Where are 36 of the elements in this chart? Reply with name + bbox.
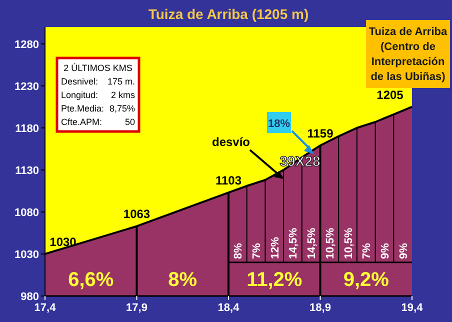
chart-title: Tuiza de Arriba (1205 m) xyxy=(148,6,309,22)
annotation: 7% xyxy=(361,242,374,260)
x-tick-label: 18,9 xyxy=(310,302,331,314)
annotation: 10,5% xyxy=(324,228,336,260)
y-tick-label: 1230 xyxy=(14,80,39,93)
y-tick-label: 1030 xyxy=(14,248,39,261)
annotation: 14,5% xyxy=(306,228,318,260)
annotation: 8% xyxy=(168,269,198,292)
annotation: 9% xyxy=(398,242,410,260)
annotation: 9% xyxy=(379,242,392,260)
y-tick-label: 1180 xyxy=(15,122,39,135)
data-label: 1030 xyxy=(50,234,77,249)
annotation: 7% xyxy=(251,242,264,260)
annotation: 6,6% xyxy=(68,269,114,292)
annotation: desvío xyxy=(212,135,250,149)
y-tick-label: 980 xyxy=(20,291,39,303)
annotation: 14,5% xyxy=(288,228,300,260)
annotation: 12% xyxy=(269,236,282,260)
y-tick-label: 1280 xyxy=(14,38,39,51)
x-tick-label: 17,4 xyxy=(34,302,57,314)
text: 2 ÚLTIMOS KMS Desnivel: 175 m. Longitud: 2 kms Pte.Media: 8,75% Cfte.APM: 50 xyxy=(61,63,135,127)
annotation: 10,5% xyxy=(342,228,355,260)
data-label: 1103 xyxy=(215,174,242,188)
annotation: 18% xyxy=(268,118,290,130)
annotation: 11,2% xyxy=(246,269,302,292)
data-label: 1063 xyxy=(123,207,150,222)
annotation: Tuiza de Arriba (Centro de Interpretación de las Ubiñas) xyxy=(368,26,448,83)
y-tick-label: 1080 xyxy=(14,206,39,219)
y-tick-label: 1130 xyxy=(15,164,39,177)
x-tick-label: 18,4 xyxy=(218,302,240,314)
data-label: 1159 xyxy=(307,126,334,141)
x-tick-label: 19,4 xyxy=(401,302,424,314)
annotation: 9,2% xyxy=(343,269,390,292)
data-label: 1205 xyxy=(376,88,404,102)
x-tick-label: 17,9 xyxy=(126,302,148,314)
annotation: 8% xyxy=(232,242,245,260)
